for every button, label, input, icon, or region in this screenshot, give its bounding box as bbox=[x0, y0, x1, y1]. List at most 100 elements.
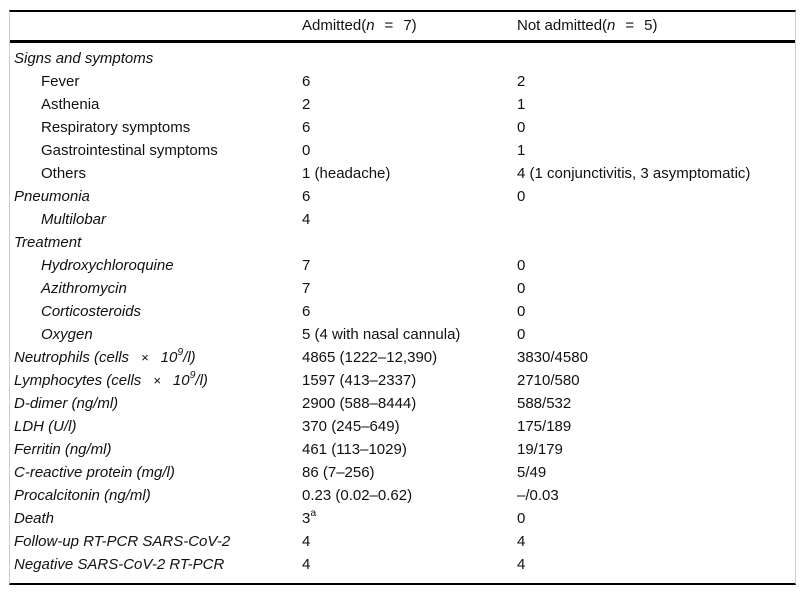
not-admitted-value: 175/189 bbox=[517, 418, 572, 435]
not-admitted-value: 1 bbox=[517, 142, 526, 159]
exponent: 9 bbox=[177, 346, 184, 358]
table-row: Others 1 (headache) 4 (1 conjunctivitis, 3… bbox=[10, 162, 795, 185]
row-label: Multilobar bbox=[41, 211, 107, 228]
table-row: Treatment bbox=[10, 231, 795, 254]
not-admitted-value: 4 bbox=[517, 533, 526, 550]
admitted-value: 4 bbox=[302, 211, 311, 228]
table-row: Corticosteroids 6 0 bbox=[10, 300, 795, 323]
row-label: Gastrointestinal symptoms bbox=[41, 142, 218, 159]
not-admitted-value: 588/532 bbox=[517, 395, 572, 412]
row-label: Signs and symptoms bbox=[14, 50, 154, 67]
not-admitted-value bbox=[517, 231, 795, 254]
row-label: Corticosteroids bbox=[41, 303, 142, 320]
not-admitted-value: 1 bbox=[517, 96, 526, 113]
footnote-marker: a bbox=[310, 507, 317, 519]
row-label: Respiratory symptoms bbox=[41, 119, 191, 136]
header-equals-sign: = bbox=[384, 17, 394, 34]
not-admitted-value: 4 bbox=[517, 556, 526, 573]
table-row: Fever 6 2 bbox=[10, 70, 795, 93]
table-row: Follow-up RT-PCR SARS-CoV-2 4 4 bbox=[10, 530, 795, 553]
admitted-value: 370 (245–649) bbox=[302, 418, 400, 435]
not-admitted-value: 0 bbox=[517, 303, 526, 320]
admitted-value: 1 (headache) bbox=[302, 165, 391, 182]
column-header-not-admitted: Not admitted(n = 5) bbox=[517, 12, 795, 40]
table-row: Asthenia 2 1 bbox=[10, 93, 795, 116]
value-text: 3 bbox=[302, 510, 311, 527]
not-admitted-value: 0 bbox=[517, 257, 526, 274]
not-admitted-value: 0 bbox=[517, 326, 526, 343]
not-admitted-value: 2 bbox=[517, 73, 526, 90]
row-label: Lymphocytes (cells × 109/l) bbox=[10, 369, 302, 392]
row-label: Pneumonia bbox=[14, 188, 90, 205]
row-label: Hydroxychloroquine bbox=[41, 257, 174, 274]
row-label-base: 10 bbox=[172, 372, 190, 389]
multiplication-sign: × bbox=[153, 373, 161, 388]
admitted-value: 1597 (413–2337) bbox=[302, 372, 417, 389]
admitted-value: 3a bbox=[302, 507, 517, 530]
not-admitted-value: 0 bbox=[517, 188, 526, 205]
exponent: 9 bbox=[189, 369, 196, 381]
row-label-base: 10 bbox=[160, 349, 178, 366]
row-label: Treatment bbox=[14, 234, 82, 251]
row-label: Asthenia bbox=[41, 96, 100, 113]
table-row: Death 3a 0 bbox=[10, 507, 795, 530]
row-label-text: Lymphocytes (cells bbox=[14, 372, 142, 389]
table-row: D-dimer (ng/ml) 2900 (588–8444) 588/532 bbox=[10, 392, 795, 415]
row-label-text: Neutrophils (cells bbox=[14, 349, 130, 366]
table-row: Lymphocytes (cells × 109/l) 1597 (413–2337)… bbox=[10, 369, 795, 392]
not-admitted-value bbox=[517, 208, 795, 231]
header-text: Not admitted( bbox=[517, 17, 608, 34]
row-label: Negative SARS-CoV-2 RT-PCR bbox=[14, 556, 225, 573]
row-label: Fever bbox=[41, 73, 80, 90]
admitted-value: 7 bbox=[302, 257, 311, 274]
table-row: Ferritin (ng/ml) 461 (113–1029) 19/179 bbox=[10, 438, 795, 461]
header-n-symbol: n bbox=[607, 17, 616, 34]
not-admitted-value: 2710/580 bbox=[517, 372, 580, 389]
table-row: C-reactive protein (mg/l) 86 (7–256) 5/49 bbox=[10, 461, 795, 484]
not-admitted-value: 5/49 bbox=[517, 464, 547, 481]
row-label-unit: /l) bbox=[195, 372, 208, 389]
not-admitted-value: 0 bbox=[517, 510, 526, 527]
table-header-row: Admitted(n = 7) Not admitted(n = 5) bbox=[10, 12, 795, 43]
table-row: Respiratory symptoms 6 0 bbox=[10, 116, 795, 139]
table-row: Multilobar 4 bbox=[10, 208, 795, 231]
header-empty-cell bbox=[10, 12, 302, 40]
row-label: LDH (U/l) bbox=[14, 418, 77, 435]
admitted-value: 461 (113–1029) bbox=[302, 441, 407, 458]
not-admitted-value: 19/179 bbox=[517, 441, 563, 458]
not-admitted-value: 3830/4580 bbox=[517, 349, 588, 366]
admitted-value bbox=[302, 47, 517, 70]
not-admitted-value: –/0.03 bbox=[517, 487, 559, 504]
admitted-value: 0.23 (0.02–0.62) bbox=[302, 487, 413, 504]
row-label: Oxygen bbox=[41, 326, 93, 343]
not-admitted-value: 4 (1 conjunctivitis, 3 asymptomatic) bbox=[517, 165, 751, 182]
row-label: D-dimer (ng/ml) bbox=[14, 395, 119, 412]
table-row: Gastrointestinal symptoms 0 1 bbox=[10, 139, 795, 162]
admitted-value: 4 bbox=[302, 533, 311, 550]
table-row: Pneumonia 6 0 bbox=[10, 185, 795, 208]
table-row: Azithromycin 7 0 bbox=[10, 277, 795, 300]
header-equals-sign: = bbox=[625, 17, 635, 34]
row-label: C-reactive protein (mg/l) bbox=[14, 464, 175, 481]
table-row: Neutrophils (cells × 109/l) 4865 (1222–12,3… bbox=[10, 346, 795, 369]
table-row: Hydroxychloroquine 7 0 bbox=[10, 254, 795, 277]
admitted-value: 2 bbox=[302, 96, 311, 113]
not-admitted-value bbox=[517, 47, 795, 70]
table-body: Signs and symptoms Fever 6 2 Asthenia 2 1 Respi… bbox=[10, 43, 795, 583]
admitted-value: 6 bbox=[302, 73, 311, 90]
row-label: Death bbox=[14, 510, 55, 527]
column-header-admitted: Admitted(n = 7) bbox=[302, 12, 517, 40]
table-row: Signs and symptoms bbox=[10, 47, 795, 70]
row-label: Procalcitonin (ng/ml) bbox=[14, 487, 151, 504]
header-count: 5) bbox=[644, 17, 658, 34]
patient-characteristics-table: Admitted(n = 7) Not admitted(n = 5) Signs an… bbox=[9, 10, 796, 585]
header-count: 7) bbox=[403, 17, 417, 34]
admitted-value: 0 bbox=[302, 142, 311, 159]
row-label: Azithromycin bbox=[41, 280, 127, 297]
admitted-value: 5 (4 with nasal cannula) bbox=[302, 326, 461, 343]
table-row: LDH (U/l) 370 (245–649) 175/189 bbox=[10, 415, 795, 438]
row-label-unit: /l) bbox=[183, 349, 196, 366]
row-label: Follow-up RT-PCR SARS-CoV-2 bbox=[14, 533, 231, 550]
not-admitted-value: 0 bbox=[517, 119, 526, 136]
multiplication-sign: × bbox=[141, 350, 149, 365]
